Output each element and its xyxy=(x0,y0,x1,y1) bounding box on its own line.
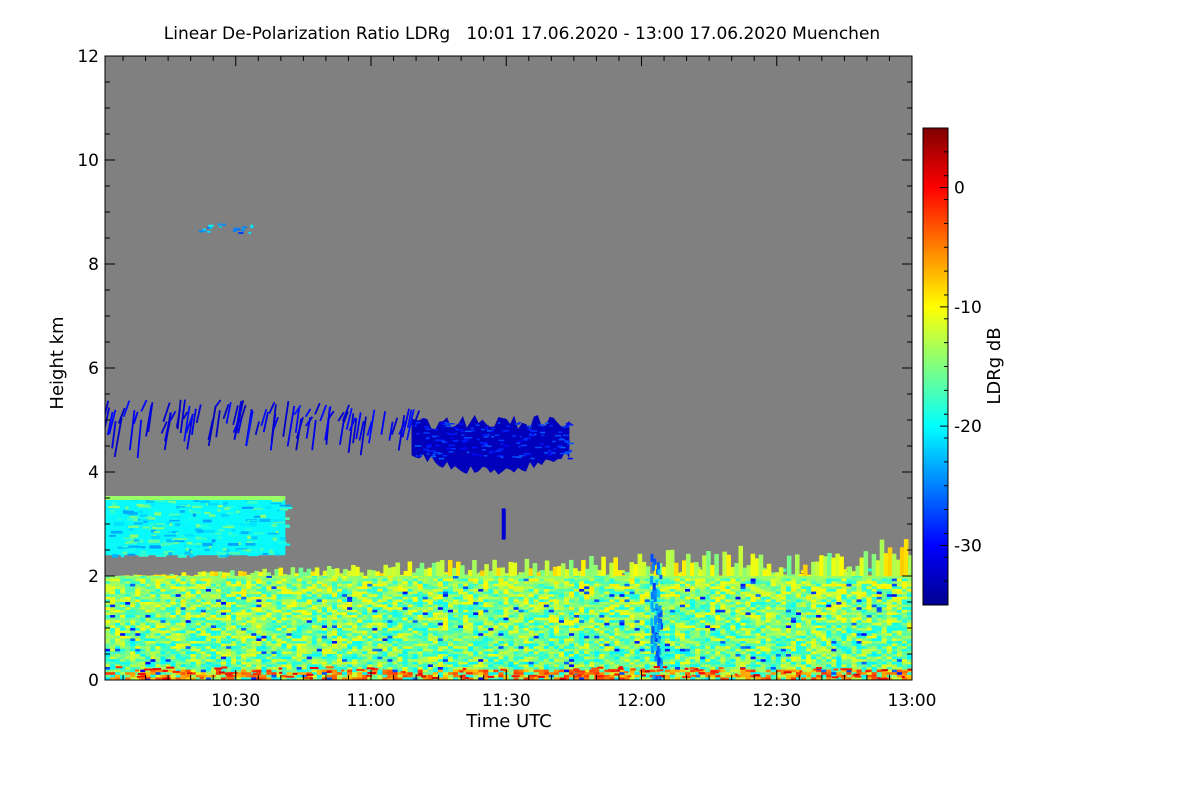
x-tick-label: 11:30 xyxy=(482,691,531,711)
feature-elevated-aerosol-layer xyxy=(105,496,293,558)
colorbar-tick-label: -10 xyxy=(954,298,982,318)
feature-virga-streaks xyxy=(105,399,421,459)
x-tick-label: 10:30 xyxy=(211,691,260,711)
x-tick-label: 12:00 xyxy=(617,691,666,711)
feature-boundary-layer-aerosol xyxy=(105,539,912,680)
feature-ice-cloud xyxy=(411,414,575,540)
colorbar-axis: 0 -10 -20 -30 xyxy=(940,127,982,606)
x-tick-label: 12:30 xyxy=(752,691,801,711)
x-axis-title: Time UTC xyxy=(465,711,551,732)
y-axis-title: Height km xyxy=(47,316,68,409)
colorbar-tick-label: 0 xyxy=(954,179,965,199)
ldr-features xyxy=(105,223,912,680)
feature-convective-plume xyxy=(650,553,664,680)
colorbar-title: LDRg dB xyxy=(984,327,1005,404)
x-axis: 10:30 11:00 11:30 12:00 12:30 13:00 xyxy=(122,56,937,711)
chart-title: Linear De-Polarization Ratio LDRg 10:01 … xyxy=(164,24,880,44)
colorbar xyxy=(922,127,949,606)
feature-high-thin-cloud xyxy=(198,223,254,235)
x-tick-label: 13:00 xyxy=(888,691,937,711)
y-tick-label: 6 xyxy=(88,359,99,379)
y-axis: 0 2 4 6 8 10 12 xyxy=(77,47,912,691)
y-tick-label: 0 xyxy=(88,671,99,691)
y-tick-label: 12 xyxy=(77,47,99,67)
y-tick-label: 10 xyxy=(77,151,99,171)
y-tick-label: 4 xyxy=(88,463,99,483)
colorbar-tick-label: -30 xyxy=(954,536,982,556)
colorbar-tick-label: -20 xyxy=(954,417,982,437)
y-tick-label: 8 xyxy=(88,255,99,275)
x-tick-label: 11:00 xyxy=(346,691,395,711)
y-tick-label: 2 xyxy=(88,567,99,587)
